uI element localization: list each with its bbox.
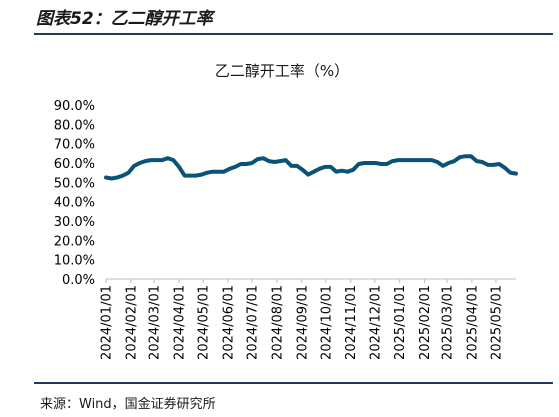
x-tick-label: 2024/06/01: [221, 285, 236, 360]
y-tick-label: 60.0%: [54, 157, 95, 172]
y-tick-label: 40.0%: [54, 196, 95, 211]
x-tick-label: 2025/04/01: [465, 285, 480, 360]
top-rule: [34, 33, 553, 35]
x-tick-label: 2024/05/01: [197, 285, 212, 360]
bottom-rule: [34, 382, 553, 384]
y-tick-label: 20.0%: [54, 234, 95, 249]
x-tick-label: 2024/03/01: [148, 285, 163, 360]
x-axis-ticks: 2024/01/01 2024/02/01 2024/03/01 2024/04/01…: [100, 279, 504, 360]
source-note: 来源：Wind，国金证券研究所: [40, 397, 216, 412]
series-line: [104, 154, 518, 181]
y-tick-label: 0.0%: [62, 273, 95, 288]
x-tick-label: 2025/05/01: [489, 285, 504, 360]
x-tick-label: 2024/01/01: [100, 285, 115, 360]
y-tick-label: 80.0%: [54, 118, 95, 133]
x-tick-label: 2025/03/01: [440, 285, 455, 360]
y-axis-ticks: 0.0% 10.0% 20.0% 30.0% 40.0% 50.0% 60.0% 70.0% 8…: [54, 99, 95, 288]
y-tick-label: 90.0%: [54, 99, 95, 114]
chart-title: 乙二醇开工率（%）: [215, 62, 349, 80]
x-tick-label: 2024/10/01: [319, 285, 334, 360]
series-group: [104, 154, 518, 181]
x-tick-label: 2024/08/01: [270, 285, 285, 360]
x-tick-label: 2024/04/01: [173, 285, 188, 360]
y-tick-label: 10.0%: [54, 254, 95, 269]
x-tick-label: 2024/07/01: [246, 285, 261, 360]
y-tick-label: 70.0%: [54, 138, 95, 153]
x-tick-label: 2024/11/01: [344, 285, 359, 360]
y-tick-label: 30.0%: [54, 215, 95, 230]
figure-title: 图表52：乙二醇开工率: [36, 9, 213, 29]
x-tick-label: 2025/01/01: [393, 285, 408, 360]
x-tick-label: 2024/09/01: [295, 285, 310, 360]
y-tick-label: 50.0%: [54, 176, 95, 191]
x-tick-label: 2024/02/01: [124, 285, 139, 360]
x-tick-label: 2025/02/01: [418, 285, 433, 360]
x-tick-label: 2024/12/01: [368, 285, 383, 360]
